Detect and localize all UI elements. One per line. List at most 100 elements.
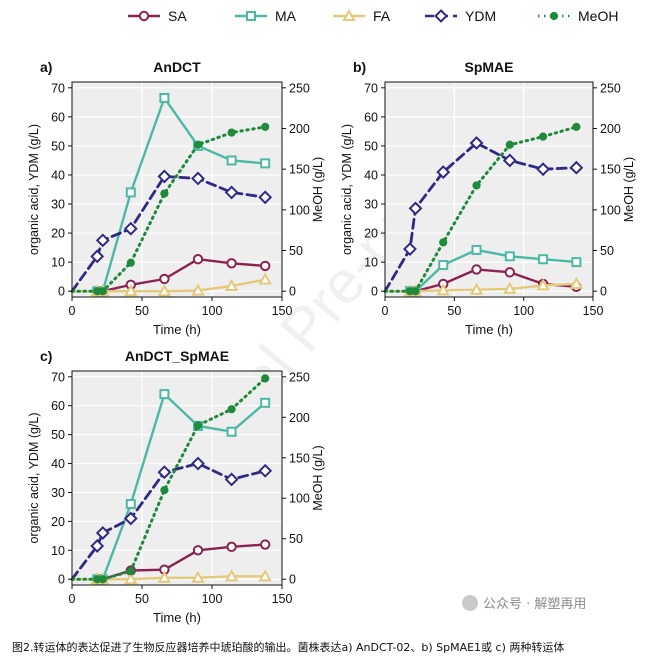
data-point-ma xyxy=(471,244,482,255)
y-tick-label: 50 xyxy=(51,139,65,153)
figure-caption: 图2.转运体的表达促进了生物反应器培养中琥珀酸的输出。菌株表达a) AnDCT-… xyxy=(12,641,565,654)
y-tick-label: 50 xyxy=(364,139,378,153)
chart-panel-1: 0 10 20 30 40 50 60 70 0 50 100 150 200 250 0 50 100 150 A… xyxy=(27,59,325,337)
legend-label-sa: SA xyxy=(168,8,187,24)
data-point-fa xyxy=(224,569,239,582)
data-point-ydm xyxy=(224,472,239,487)
y-tick-label: 40 xyxy=(364,168,378,182)
data-point-sa xyxy=(192,254,204,265)
data-point-meoh xyxy=(411,287,420,296)
data-point-fa xyxy=(124,572,138,585)
y-tick-label: 30 xyxy=(51,486,65,500)
data-point-ma xyxy=(571,257,582,268)
data-point-ma xyxy=(260,158,271,169)
chart-title: AnDCT_SpMAE xyxy=(125,348,229,364)
y2-tick-label: 0 xyxy=(289,285,296,299)
data-point-meoh xyxy=(472,181,481,190)
data-point-sa xyxy=(226,541,237,553)
y2-axis-label: MeOH (g/L) xyxy=(311,157,325,222)
legend-item-sa: SA xyxy=(128,8,187,24)
data-point-ydm xyxy=(224,185,239,200)
data-point-sa xyxy=(504,267,515,278)
x-tick-label: 100 xyxy=(202,304,223,318)
data-point-meoh xyxy=(227,405,236,414)
data-point-meoh xyxy=(538,132,548,141)
y-axis-label: organic acid, YDM (g/L) xyxy=(27,124,41,255)
data-point-ydm xyxy=(95,233,110,248)
data-point-ydm xyxy=(536,162,550,177)
data-point-ydm xyxy=(403,242,417,256)
legend-label-meoh: MeOH xyxy=(578,8,618,24)
series-ydm xyxy=(70,169,273,293)
data-point-fa xyxy=(224,278,239,291)
data-point-meoh xyxy=(160,189,169,198)
data-point-ma xyxy=(538,254,549,265)
panel-label: b) xyxy=(353,59,366,75)
data-point-ydm xyxy=(191,456,205,471)
y2-tick-label: 0 xyxy=(289,573,296,587)
data-point-meoh xyxy=(160,486,169,495)
data-point-meoh xyxy=(261,374,270,383)
data-point-fa xyxy=(469,282,484,295)
data-point-sa xyxy=(260,260,271,272)
y2-tick-label: 250 xyxy=(289,81,310,95)
legend-marker-fa xyxy=(342,8,356,21)
legend-label-ma: MA xyxy=(275,8,297,24)
x-tick-label: 150 xyxy=(272,304,293,318)
legend-item-ydm: YDM xyxy=(425,8,496,24)
series-line-ydm xyxy=(383,141,578,293)
y2-tick-label: 50 xyxy=(289,244,303,258)
data-point-fa xyxy=(258,272,272,285)
data-point-ma xyxy=(504,251,515,262)
legend-label-ydm: YDM xyxy=(465,8,496,24)
y2-tick-label: 250 xyxy=(289,370,310,384)
y2-tick-label: 50 xyxy=(600,244,614,258)
data-point-meoh xyxy=(439,238,448,247)
data-point-ma xyxy=(125,499,136,510)
data-point-ma xyxy=(159,92,170,103)
data-point-meoh xyxy=(572,122,581,131)
legend-item-ma: MA xyxy=(235,8,297,24)
data-point-ydm xyxy=(123,511,138,526)
data-point-meoh xyxy=(193,140,203,149)
legend-label-fa: FA xyxy=(373,8,391,24)
y-tick-label: 50 xyxy=(51,428,65,442)
y-tick-label: 0 xyxy=(58,573,65,587)
plot-area xyxy=(385,82,593,297)
y-tick-label: 70 xyxy=(364,81,378,95)
data-point-ydm xyxy=(191,171,205,186)
y2-tick-label: 200 xyxy=(289,411,310,425)
legend-marker-sa xyxy=(138,10,150,22)
x-axis-label: Time (h) xyxy=(153,322,201,337)
x-tick-label: 100 xyxy=(202,592,223,606)
y2-tick-label: 0 xyxy=(600,285,607,299)
data-point-ydm xyxy=(436,165,451,179)
y-tick-label: 70 xyxy=(51,370,65,384)
y2-tick-label: 200 xyxy=(600,122,621,136)
data-point-fa xyxy=(569,276,584,289)
x-tick-label: 50 xyxy=(447,304,461,318)
y-axis-label: organic acid, YDM (g/L) xyxy=(27,412,41,543)
y2-tick-label: 150 xyxy=(600,163,621,177)
x-tick-label: 0 xyxy=(69,304,76,318)
chart-title: AnDCT xyxy=(153,59,201,75)
y-tick-label: 30 xyxy=(51,198,65,212)
data-point-fa xyxy=(503,281,517,294)
data-point-meoh xyxy=(227,128,236,137)
legend-marker-ma xyxy=(246,11,256,21)
y-tick-label: 0 xyxy=(371,285,378,299)
chart-panel-2: 0 10 20 30 40 50 60 70 0 50 100 150 200 250 0 50 100 150 S… xyxy=(340,59,636,337)
y-tick-label: 10 xyxy=(364,256,378,270)
y-tick-label: 70 xyxy=(51,81,65,95)
series-meoh xyxy=(70,122,270,296)
data-point-sa xyxy=(159,273,170,285)
data-point-fa xyxy=(157,570,172,583)
series-ydm xyxy=(70,456,273,581)
panel-label: a) xyxy=(40,59,52,75)
y-tick-label: 10 xyxy=(51,256,65,270)
y2-axis-label: MeOH (g/L) xyxy=(311,445,325,510)
data-point-ma xyxy=(226,155,237,166)
y-tick-label: 60 xyxy=(364,110,378,124)
y2-tick-label: 50 xyxy=(289,532,303,546)
